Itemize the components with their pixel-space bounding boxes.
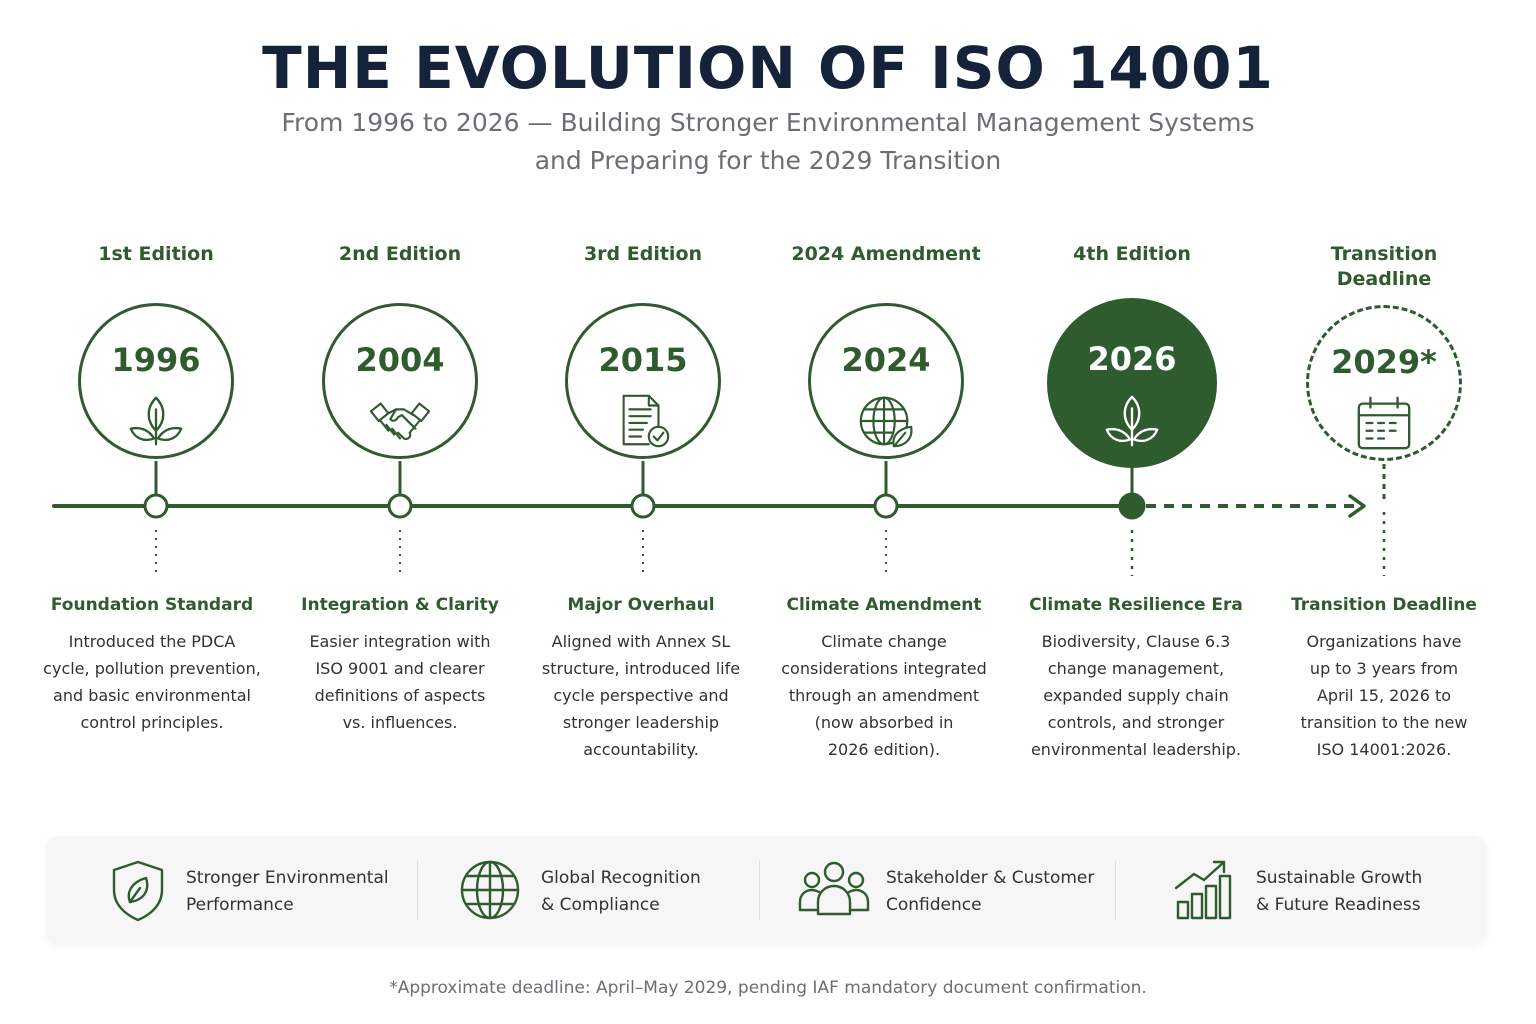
document-check-icon xyxy=(622,394,670,448)
desc-line: cycle, pollution prevention, xyxy=(43,659,261,678)
footnote: *Approximate deadline: April–May 2029, p… xyxy=(389,978,1147,998)
desc-line: April 15, 2026 to xyxy=(1316,686,1452,705)
milestone-year: 1996 xyxy=(111,341,201,379)
desc-line: Climate change xyxy=(821,632,947,651)
desc-line: (now absorbed in xyxy=(814,713,954,732)
benefit-label-line-1: Stakeholder & Customer xyxy=(886,868,1095,888)
card-desc-2024: Climate change considerations integrated… xyxy=(774,628,994,763)
card-desc-2026: Biodiversity, Clause 6.3 change manageme… xyxy=(1026,628,1246,763)
benefit-divider xyxy=(759,860,760,920)
edition-label-2015: 3rd Edition xyxy=(583,243,703,265)
globe-leaf-icon xyxy=(859,396,913,448)
edition-label-2026: 4th Edition xyxy=(1073,243,1191,265)
desc-line: Organizations have xyxy=(1306,632,1462,651)
card-desc-2015: Aligned with Annex SL structure, introdu… xyxy=(531,628,751,763)
desc-line: change management, xyxy=(1047,659,1225,678)
edition-label-2029: Transition Deadline xyxy=(1274,242,1494,292)
desc-line: definitions of aspects xyxy=(314,686,486,705)
milestone-year: 2029* xyxy=(1331,343,1437,381)
desc-line: environmental leadership. xyxy=(1030,740,1242,759)
benefit-label-line-2: & Future Readiness xyxy=(1256,895,1421,915)
card-title-2015: Major Overhaul xyxy=(567,595,715,615)
edition-label-2029-line-2: Deadline xyxy=(1336,268,1432,290)
leaf-icon xyxy=(1105,395,1159,447)
calendar-icon xyxy=(1357,396,1411,450)
desc-line: through an amendment xyxy=(788,686,980,705)
leaf-icon xyxy=(129,396,183,446)
card-title-2026: Climate Resilience Era xyxy=(1029,595,1243,615)
benefit-label-line-2: Performance xyxy=(186,895,294,915)
milestone-year: 2004 xyxy=(355,341,445,379)
benefit-divider xyxy=(417,860,418,920)
desc-line: ISO 14001:2026. xyxy=(1316,740,1452,759)
benefit-label: Stakeholder & Customer Confidence xyxy=(886,865,1094,919)
milestone-circle-2026: 2026 xyxy=(1047,298,1217,468)
milestone-circle-2015: 2015 xyxy=(565,303,721,459)
handshake-icon xyxy=(369,402,431,440)
desc-line: accountability. xyxy=(583,740,699,759)
desc-line: Introduced the PDCA xyxy=(68,632,236,651)
benefit-label-line-2: & Compliance xyxy=(541,895,660,915)
benefit-divider xyxy=(1115,860,1116,920)
desc-line: Easier integration with xyxy=(309,632,491,651)
desc-line: vs. influences. xyxy=(342,713,458,732)
card-title-2029: Transition Deadline xyxy=(1291,595,1477,615)
card-desc-2004: Easier integration with ISO 9001 and cle… xyxy=(290,628,510,736)
benefit-label-line-1: Global Recognition xyxy=(541,868,701,888)
desc-line: cycle perspective and xyxy=(553,686,729,705)
card-title-2004: Integration & Clarity xyxy=(301,595,499,615)
desc-line: ISO 9001 and clearer xyxy=(315,659,485,678)
desc-line: control principles. xyxy=(80,713,224,732)
benefit-label: Sustainable Growth & Future Readiness xyxy=(1256,865,1422,919)
desc-line: Biodiversity, Clause 6.3 xyxy=(1041,632,1231,651)
globe-icon xyxy=(460,860,520,920)
node-1996 xyxy=(143,493,169,519)
people-icon xyxy=(798,861,870,916)
node-2026 xyxy=(1118,492,1146,520)
node-2004 xyxy=(387,493,413,519)
desc-line: transition to the new xyxy=(1300,713,1468,732)
milestone-circle-1996: 1996 xyxy=(78,303,234,459)
benefit-label-line-1: Stronger Environmental xyxy=(186,868,389,888)
desc-line: stronger leadership xyxy=(562,713,720,732)
desc-line: controls, and stronger xyxy=(1047,713,1225,732)
edition-label-2029-line-1: Transition xyxy=(1330,243,1438,265)
benefit-label-line-2: Confidence xyxy=(886,895,982,915)
edition-label-2004: 2nd Edition xyxy=(338,243,462,265)
desc-line: expanded supply chain xyxy=(1043,686,1229,705)
desc-line: 2026 edition). xyxy=(827,740,941,759)
node-2024 xyxy=(873,493,899,519)
desc-line: Aligned with Annex SL xyxy=(551,632,731,651)
edition-label-2024: 2024 Amendment xyxy=(791,243,981,265)
milestone-circle-2029: 2029* xyxy=(1306,305,1462,461)
shield-leaf-icon xyxy=(112,860,164,922)
edition-label-1996: 1st Edition xyxy=(98,243,214,265)
subtitle-line-2: and Preparing for the 2029 Transition xyxy=(534,146,1002,175)
desc-line: structure, introduced life xyxy=(541,659,741,678)
card-title-1996: Foundation Standard xyxy=(50,595,254,615)
growth-chart-icon xyxy=(1174,860,1232,920)
desc-line: and basic environmental xyxy=(53,686,251,705)
milestone-year: 2024 xyxy=(841,341,931,379)
card-desc-1996: Introduced the PDCA cycle, pollution pre… xyxy=(42,628,262,736)
node-2015 xyxy=(630,493,656,519)
timeline-arrowhead xyxy=(1348,494,1366,518)
benefit-label: Stronger Environmental Performance xyxy=(186,865,389,919)
page-subtitle: From 1996 to 2026 — Building Stronger En… xyxy=(200,104,1336,180)
benefit-label: Global Recognition & Compliance xyxy=(541,865,701,919)
page-title: THE EVOLUTION OF ISO 14001 xyxy=(262,34,1274,102)
milestone-year: 2015 xyxy=(598,341,688,379)
milestone-year: 2026 xyxy=(1087,340,1177,378)
card-desc-2029: Organizations have up to 3 years from Ap… xyxy=(1274,628,1494,763)
desc-line: up to 3 years from xyxy=(1309,659,1459,678)
subtitle-line-1: From 1996 to 2026 — Building Stronger En… xyxy=(281,108,1255,137)
desc-line: considerations integrated xyxy=(781,659,987,678)
card-title-2024: Climate Amendment xyxy=(786,595,982,615)
milestone-circle-2024: 2024 xyxy=(808,303,964,459)
benefits-bar: Stronger Environmental Performance Globa… xyxy=(46,836,1486,944)
milestone-circle-2004: 2004 xyxy=(322,303,478,459)
benefit-label-line-1: Sustainable Growth xyxy=(1256,868,1423,888)
